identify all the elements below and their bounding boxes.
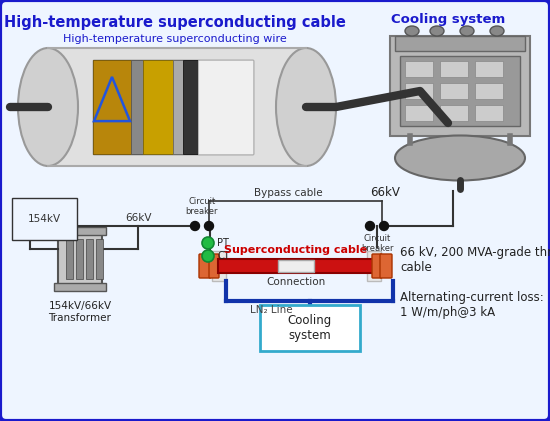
Bar (96, 239, 103, 279)
Ellipse shape (405, 26, 419, 36)
Ellipse shape (430, 26, 444, 36)
Text: 66kV: 66kV (125, 213, 151, 223)
FancyBboxPatch shape (380, 254, 392, 278)
Bar (440, 83, 468, 99)
Circle shape (190, 221, 200, 231)
Text: 154kV/66kV
Transformer: 154kV/66kV Transformer (48, 301, 112, 322)
Bar (405, 83, 433, 99)
Text: Circuit
breaker: Circuit breaker (361, 234, 393, 253)
Circle shape (202, 237, 214, 249)
Bar (54, 227, 106, 235)
Text: PT: PT (217, 238, 229, 248)
Bar (212, 251, 226, 281)
Bar (367, 251, 381, 281)
Text: CT: CT (217, 251, 230, 261)
Bar (218, 259, 375, 273)
Bar (143, 60, 173, 154)
Ellipse shape (276, 48, 336, 166)
Bar (405, 105, 433, 121)
Text: High-temperature superconducting cable: High-temperature superconducting cable (4, 16, 346, 30)
Bar (475, 83, 503, 99)
Bar (86, 239, 93, 279)
Text: Connection: Connection (266, 277, 326, 287)
Bar (48, 48, 306, 166)
Text: Cooling system: Cooling system (391, 13, 505, 26)
Bar (405, 61, 433, 77)
Ellipse shape (460, 26, 474, 36)
Bar (173, 60, 183, 154)
Bar (395, 36, 525, 51)
Text: 154kV: 154kV (28, 214, 61, 224)
Bar (440, 61, 468, 77)
Bar (183, 60, 198, 154)
Ellipse shape (395, 136, 525, 181)
Bar (76, 239, 83, 279)
FancyBboxPatch shape (199, 254, 211, 278)
Bar (400, 56, 520, 126)
Text: Cooling
system: Cooling system (288, 314, 332, 342)
Text: Alternating-current loss:
1 W/m/ph@3 kA: Alternating-current loss: 1 W/m/ph@3 kA (400, 291, 544, 319)
Bar (93, 60, 253, 154)
Text: Bypass cable: Bypass cable (254, 188, 322, 198)
FancyBboxPatch shape (209, 254, 219, 278)
Bar (390, 36, 530, 136)
Bar (198, 60, 253, 154)
Circle shape (205, 221, 213, 231)
Text: 66kV: 66kV (370, 187, 400, 200)
Text: 66 kV, 200 MVA-grade three-core
cable: 66 kV, 200 MVA-grade three-core cable (400, 246, 550, 274)
Ellipse shape (18, 48, 78, 166)
Bar (93, 60, 131, 154)
Bar (131, 60, 143, 154)
Bar (475, 61, 503, 77)
Bar (440, 105, 468, 121)
Bar (475, 105, 503, 121)
Text: LN₂ Line: LN₂ Line (250, 305, 292, 315)
FancyBboxPatch shape (260, 305, 360, 351)
Circle shape (202, 250, 214, 262)
Bar (58, 231, 102, 287)
Text: Circuit
breaker: Circuit breaker (186, 197, 218, 216)
Circle shape (366, 221, 375, 231)
Ellipse shape (490, 26, 504, 36)
Text: High-temperature superconducting wire: High-temperature superconducting wire (63, 34, 287, 44)
Bar (278, 260, 314, 272)
FancyBboxPatch shape (372, 254, 382, 278)
Circle shape (379, 221, 388, 231)
Bar (66, 239, 73, 279)
Bar (54, 283, 106, 291)
Text: Superconducting cable: Superconducting cable (224, 245, 367, 255)
